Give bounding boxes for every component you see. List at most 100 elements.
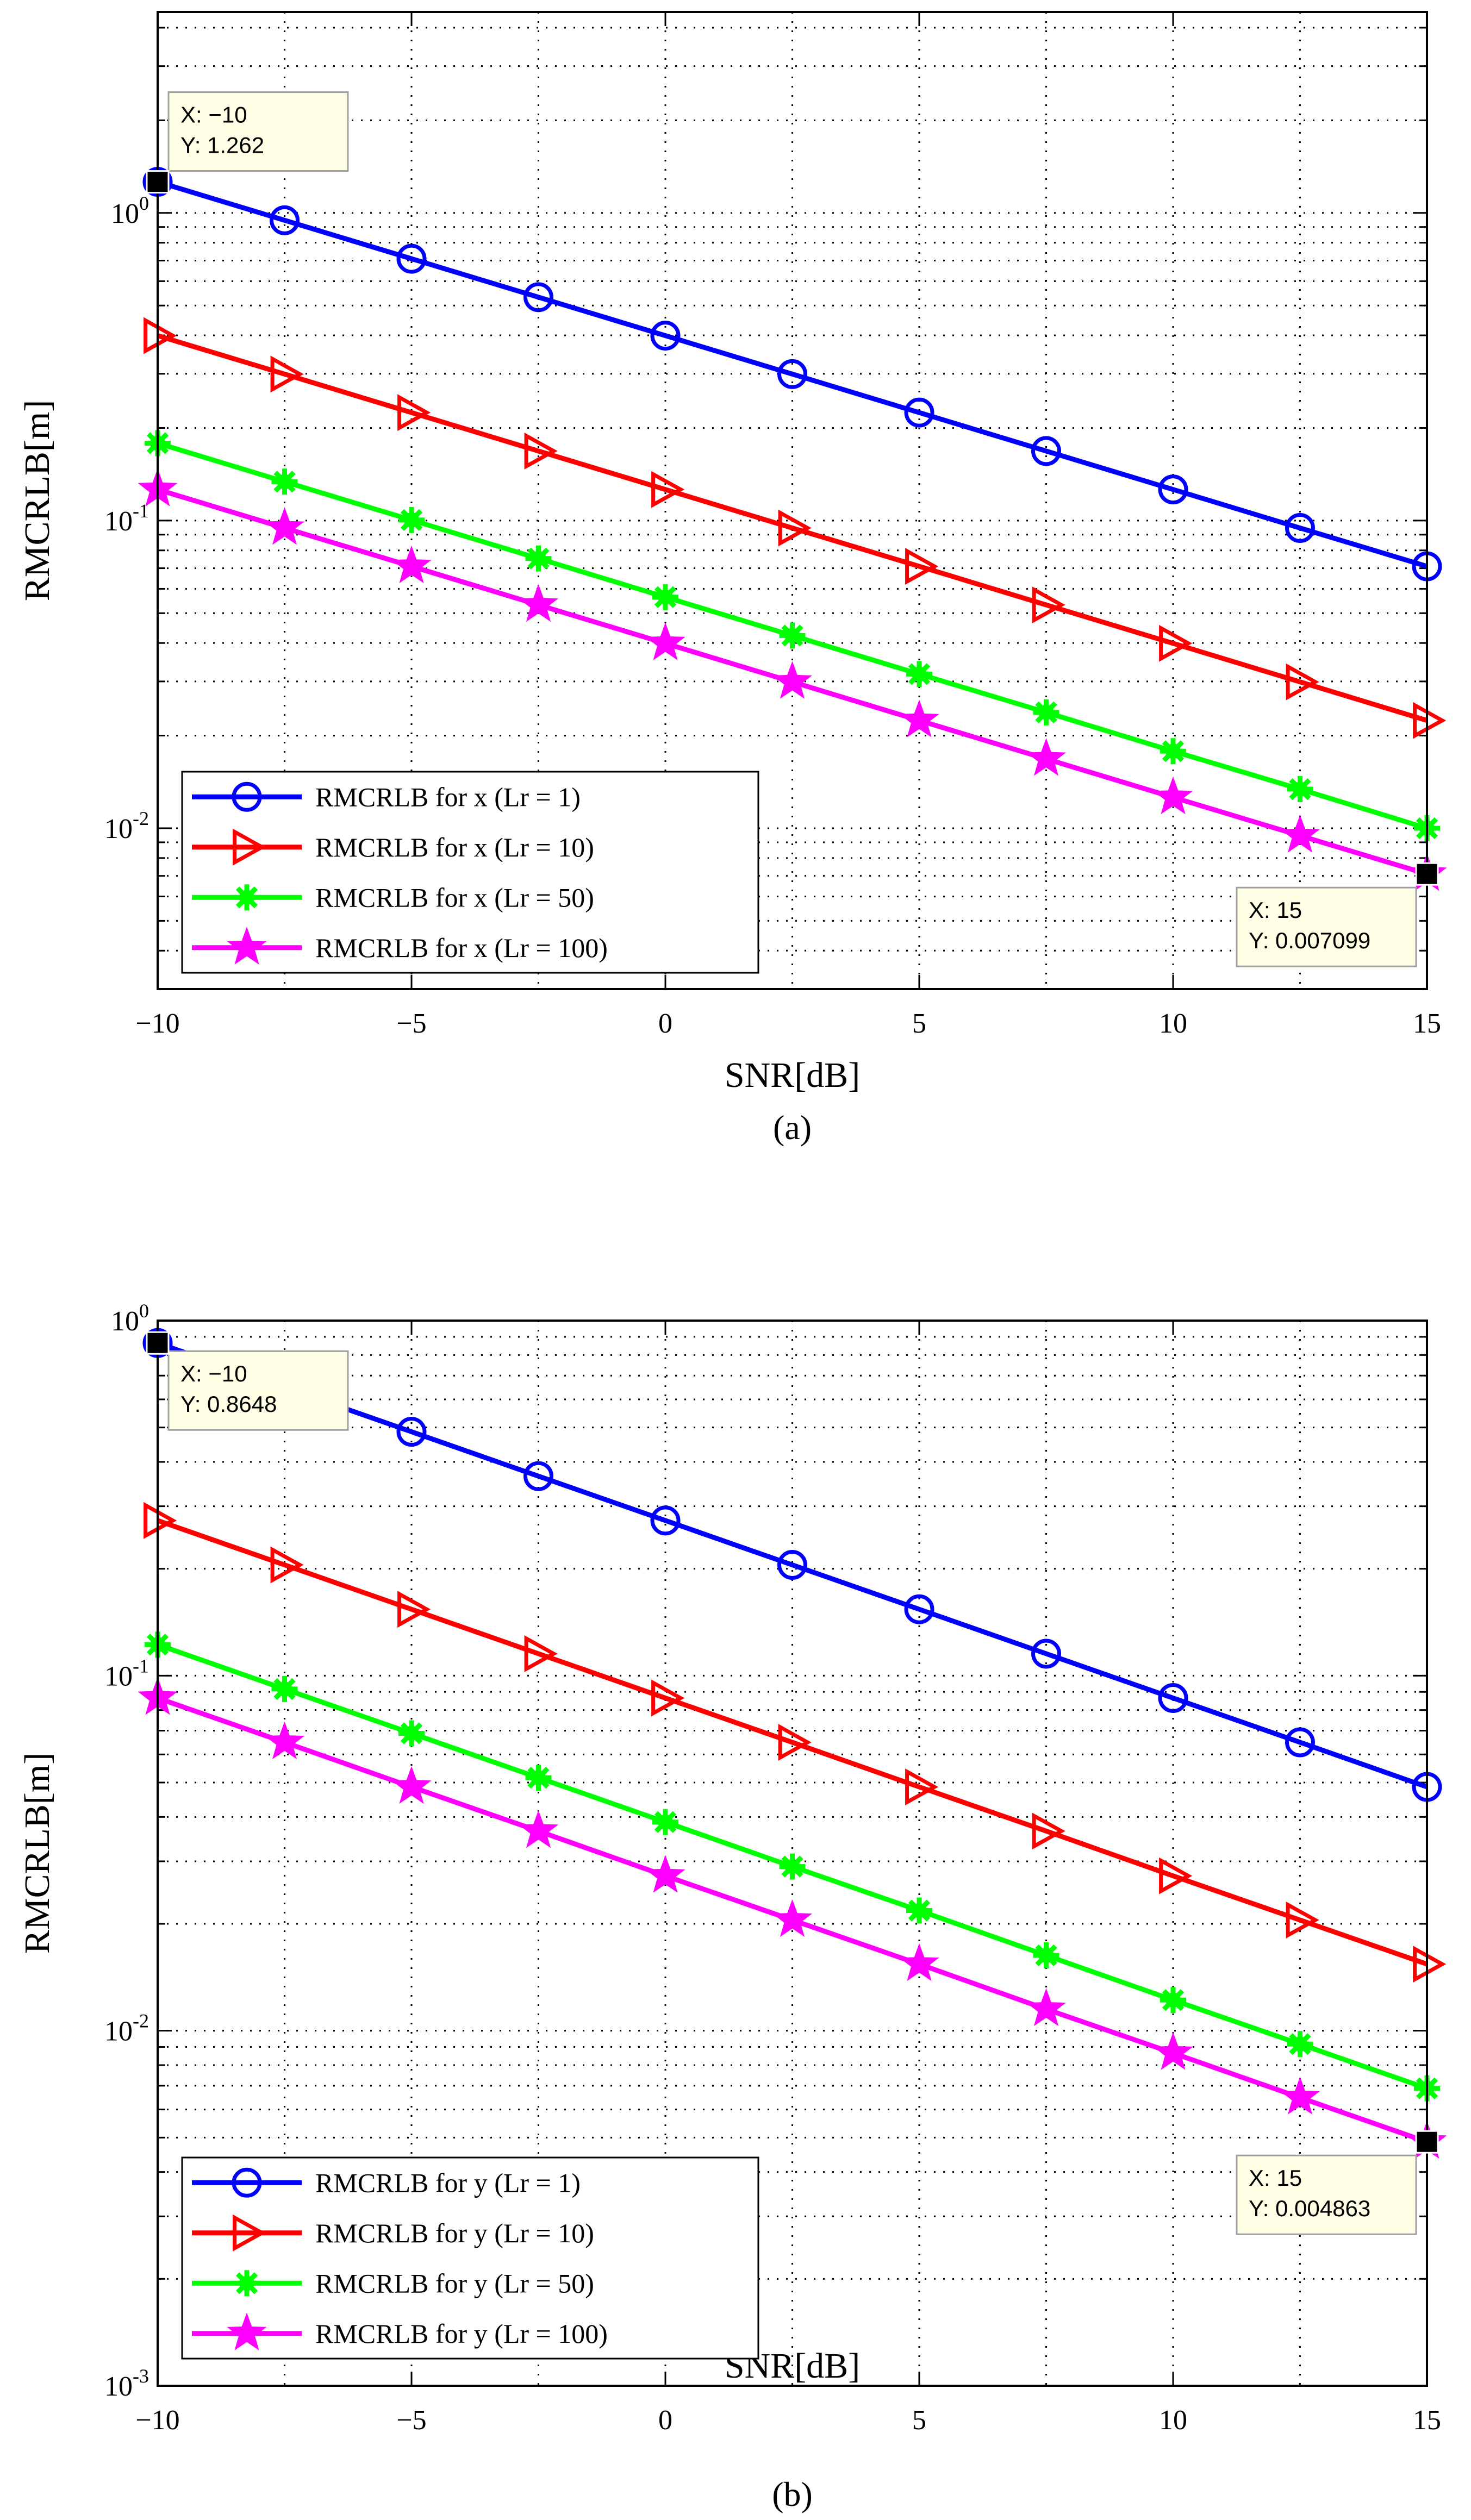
y-tick-label: 10-2: [104, 2010, 149, 2047]
data-tip: X: 15 Y: 0.004863: [1236, 2130, 1439, 2235]
x-tick-label: 0: [658, 1008, 672, 1039]
data-point: [904, 397, 934, 428]
data-point: [772, 1899, 813, 1937]
data-point: [1285, 1727, 1315, 1758]
data-point: [398, 1720, 425, 1747]
data-point: [899, 699, 939, 737]
data-point: [518, 584, 559, 622]
legend-marker: [233, 828, 266, 866]
data-point: [523, 1461, 553, 1491]
data-point: [1026, 1988, 1067, 2027]
data-point: [1031, 436, 1061, 466]
data-point: [1286, 1902, 1319, 1939]
data-point: [1280, 2077, 1320, 2115]
data-point: [144, 317, 177, 354]
data-point: [397, 394, 431, 432]
data-point: [398, 506, 425, 533]
data-point: [899, 1943, 939, 1981]
legend-marker: [227, 927, 267, 965]
data-point: [1158, 1683, 1188, 1713]
figure-caption: (b): [772, 2475, 813, 2513]
svg-text:X: −10: X: −10: [180, 102, 247, 128]
x-tick-label: 10: [1159, 1008, 1187, 1039]
data-point: [906, 661, 932, 687]
series-line: [157, 1340, 1428, 1790]
data-point: [777, 359, 807, 389]
svg-text:Y: 0.8648: Y: 0.8648: [180, 1391, 277, 1417]
data-point: [904, 1594, 934, 1624]
data-point: [1031, 1639, 1061, 1669]
data-point: [1287, 2031, 1313, 2058]
x-axis-label: SNR[dB]: [725, 1055, 860, 1095]
data-point: [1033, 1942, 1059, 1969]
y-tick-label: 10-3: [104, 2365, 149, 2402]
x-tick-label: 0: [658, 2405, 672, 2436]
chart-1: −10 −5 0 5 10 1510-310-210-1100SNR[dB]RMCRLB[…: [17, 1300, 1447, 2513]
data-point: [905, 1768, 939, 1806]
data-point: [779, 622, 806, 649]
data-point: [1285, 513, 1315, 543]
data-point: [270, 205, 300, 235]
data-point: [264, 1721, 305, 1760]
data-point: [1153, 776, 1193, 815]
y-tick-label: 100: [111, 192, 149, 229]
data-tip: X: −10 Y: 1.262: [146, 91, 349, 194]
legend-label: RMCRLB for x (Lr = 10): [315, 832, 594, 862]
svg-text:Y: 0.004863: Y: 0.004863: [1249, 2196, 1370, 2221]
data-point: [1160, 1987, 1186, 2014]
legend-label: RMCRLB for x (Lr = 100): [315, 933, 608, 963]
data-tip: X: −10 Y: 0.8648: [146, 1331, 349, 1431]
legend-label: RMCRLB for y (Lr = 10): [315, 2218, 594, 2248]
series-2: [145, 1631, 1440, 2102]
series-1: [144, 317, 1447, 739]
data-point: [777, 1550, 807, 1580]
data-point: [1032, 1812, 1065, 1850]
data-point: [271, 468, 298, 495]
x-tick-label: −10: [135, 1008, 179, 1039]
data-point: [1280, 815, 1320, 853]
data-point: [1033, 699, 1059, 726]
legend-marker: [233, 2214, 266, 2252]
x-tick-label: 5: [912, 1008, 926, 1039]
series-2: [145, 430, 1440, 841]
data-point: [270, 355, 304, 393]
series-line: [157, 179, 1428, 569]
legend-marker: [234, 884, 260, 911]
data-point: [264, 507, 305, 545]
data-tip-marker: [146, 170, 170, 194]
data-point: [905, 548, 939, 585]
data-point: [645, 1855, 685, 1893]
x-tick-label: 10: [1159, 2405, 1187, 2436]
y-tick-label: 100: [111, 1300, 149, 1337]
legend-marker: [234, 2270, 260, 2297]
data-point: [524, 1635, 558, 1672]
y-axis-label: RMCRLB[m]: [17, 400, 57, 601]
data-point: [1159, 624, 1193, 662]
series-1: [144, 1502, 1447, 1983]
data-tip-marker: [1415, 2130, 1439, 2154]
legend-marker: [227, 2312, 267, 2350]
legend-label: RMCRLB for x (Lr = 50): [315, 882, 594, 912]
data-point: [1287, 776, 1313, 803]
series-line: [157, 333, 1428, 723]
legend: RMCRLB for y (Lr = 1) RMCRLB for y (Lr = …: [181, 2156, 759, 2360]
y-tick-label: 10-2: [104, 808, 149, 845]
data-point: [1158, 474, 1188, 505]
data-point: [778, 1724, 812, 1761]
data-point: [144, 1502, 177, 1539]
legend-marker: [232, 781, 262, 812]
data-point: [270, 1546, 304, 1584]
data-point: [651, 1679, 685, 1717]
y-axis-label: RMCRLB[m]: [17, 1753, 57, 1954]
data-point: [391, 1766, 432, 1804]
data-point: [778, 509, 812, 547]
data-point: [650, 1505, 681, 1536]
legend: RMCRLB for x (Lr = 1) RMCRLB for x (Lr = …: [181, 771, 759, 974]
svg-text:Y: 1.262: Y: 1.262: [180, 133, 264, 158]
axes-frame: [157, 1320, 1428, 2387]
x-tick-label: 15: [1413, 2405, 1441, 2436]
legend-label: RMCRLB for y (Lr = 1): [315, 2167, 581, 2198]
svg-text:X: 15: X: 15: [1249, 897, 1302, 923]
data-point: [652, 584, 678, 610]
